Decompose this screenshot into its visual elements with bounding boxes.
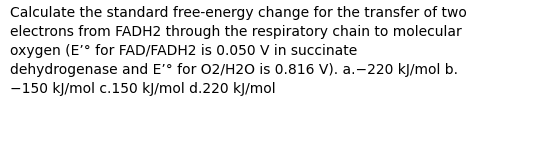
Text: Calculate the standard free-energy change for the transfer of two
electrons from: Calculate the standard free-energy chang…: [10, 6, 467, 96]
